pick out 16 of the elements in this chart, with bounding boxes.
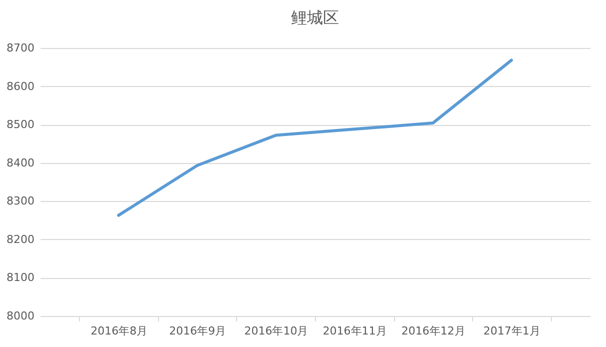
x-tick-label: 2016年11月 bbox=[322, 324, 387, 338]
y-tick-label: 8700 bbox=[6, 42, 34, 54]
y-tick-label: 8000 bbox=[6, 310, 34, 322]
chart-title: 鲤城区 bbox=[291, 8, 339, 27]
y-tick-label: 8400 bbox=[6, 156, 34, 170]
x-tick-label: 2016年8月 bbox=[90, 324, 148, 338]
y-tick-label: 8300 bbox=[6, 194, 34, 208]
x-tick-label: 2016年10月 bbox=[244, 324, 308, 338]
x-tick-label: 2017年1月 bbox=[483, 324, 540, 338]
line-series bbox=[117, 58, 513, 217]
y-tick-label: 8200 bbox=[6, 232, 34, 246]
x-tick-label: 2016年12月 bbox=[401, 324, 466, 338]
x-tick-label: 2016年9月 bbox=[169, 324, 226, 338]
y-tick-label: 8100 bbox=[6, 271, 34, 284]
y-tick-label: 8600 bbox=[6, 80, 34, 93]
y-tick-label: 8500 bbox=[6, 118, 34, 132]
